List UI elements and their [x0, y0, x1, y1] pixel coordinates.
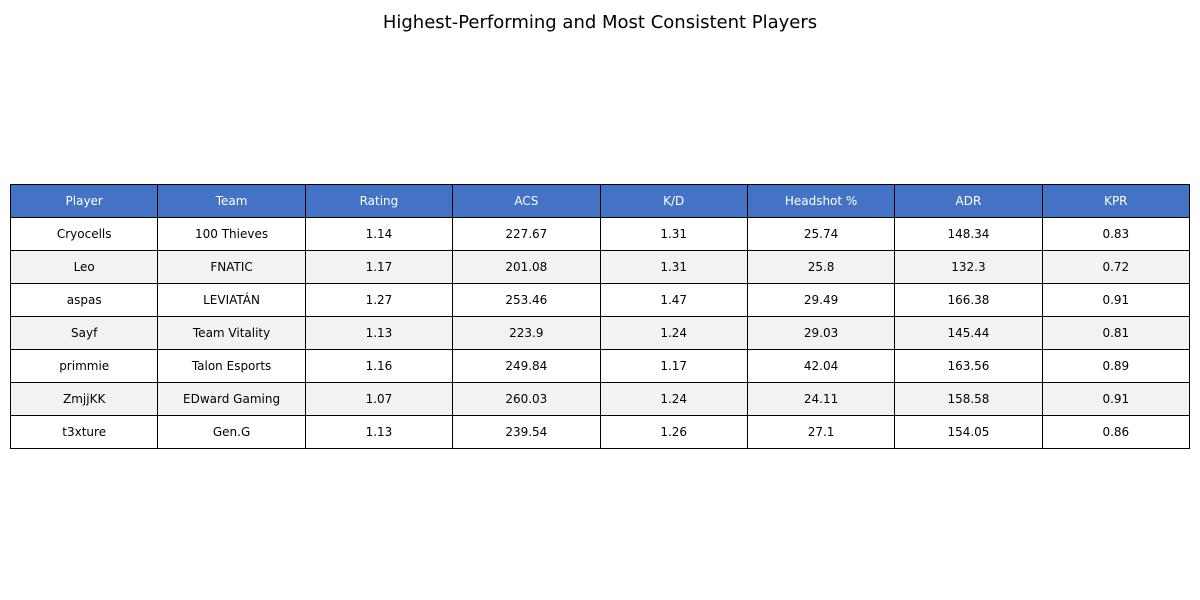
- table-cell: 1.47: [599, 283, 748, 317]
- table-row: primmie Talon Esports 1.16 249.84 1.17 4…: [9, 349, 1191, 383]
- table-cell: 0.83: [1041, 217, 1191, 251]
- table-cell: 0.91: [1041, 283, 1191, 317]
- table-cell: 0.91: [1041, 382, 1191, 416]
- table-cell: 1.13: [304, 415, 454, 449]
- players-table: Player Team Rating ACS K/D Headshot % AD…: [9, 184, 1191, 449]
- table-cell: Talon Esports: [157, 349, 306, 383]
- table-cell: 1.13: [304, 316, 454, 350]
- table-row: aspas LEVIATÁN 1.27 253.46 1.47 29.49 16…: [9, 283, 1191, 317]
- table-cell: EDward Gaming: [157, 382, 306, 416]
- chart-title: Highest-Performing and Most Consistent P…: [382, 12, 818, 33]
- table-cell: 154.05: [894, 415, 1043, 449]
- table-cell: 239.54: [452, 415, 601, 449]
- table-cell: 148.34: [894, 217, 1043, 251]
- table-cell: 24.11: [746, 382, 896, 416]
- table-row: t3xture Gen.G 1.13 239.54 1.26 27.1 154.…: [9, 415, 1191, 449]
- header-cell: K/D: [599, 184, 748, 218]
- table-cell: 1.16: [304, 349, 454, 383]
- table-cell: 27.1: [746, 415, 896, 449]
- table-cell: 1.27: [304, 283, 454, 317]
- table-cell: 100 Thieves: [157, 217, 306, 251]
- table-cell: 132.3: [894, 250, 1043, 284]
- table-cell: 253.46: [452, 283, 601, 317]
- header-cell: Rating: [304, 184, 454, 218]
- table-row: Sayf Team Vitality 1.13 223.9 1.24 29.03…: [9, 316, 1191, 350]
- table-cell: Leo: [9, 250, 159, 284]
- table-row: ZmjjKK EDward Gaming 1.07 260.03 1.24 24…: [9, 382, 1191, 416]
- table-cell: 25.74: [746, 217, 896, 251]
- table-cell: 0.81: [1041, 316, 1191, 350]
- table-cell: Sayf: [9, 316, 159, 350]
- table-row: Cryocells 100 Thieves 1.14 227.67 1.31 2…: [9, 217, 1191, 251]
- table-cell: 260.03: [452, 382, 601, 416]
- table-cell: FNATIC: [157, 250, 306, 284]
- table-cell: 163.56: [894, 349, 1043, 383]
- table-cell: aspas: [9, 283, 159, 317]
- header-cell: ADR: [894, 184, 1043, 218]
- table-cell: 158.58: [894, 382, 1043, 416]
- table-cell: 1.26: [599, 415, 748, 449]
- header-cell: Team: [157, 184, 306, 218]
- table-cell: 227.67: [452, 217, 601, 251]
- header-cell: Headshot %: [746, 184, 896, 218]
- table-cell: 1.24: [599, 382, 748, 416]
- table-cell: Team Vitality: [157, 316, 306, 350]
- table-cell: primmie: [9, 349, 159, 383]
- table-cell: t3xture: [9, 415, 159, 449]
- table-cell: 1.17: [304, 250, 454, 284]
- table-cell: 25.8: [746, 250, 896, 284]
- table-cell: 29.49: [746, 283, 896, 317]
- header-cell: ACS: [452, 184, 601, 218]
- table-cell: ZmjjKK: [9, 382, 159, 416]
- table-cell: 145.44: [894, 316, 1043, 350]
- table-cell: 201.08: [452, 250, 601, 284]
- table-cell: 29.03: [746, 316, 896, 350]
- table-cell: 1.07: [304, 382, 454, 416]
- table-cell: 1.31: [599, 250, 748, 284]
- table-cell: 223.9: [452, 316, 601, 350]
- table-cell: 1.24: [599, 316, 748, 350]
- table-cell: Gen.G: [157, 415, 306, 449]
- table-cell: 0.72: [1041, 250, 1191, 284]
- table-cell: Cryocells: [9, 217, 159, 251]
- table-cell: 166.38: [894, 283, 1043, 317]
- header-cell: Player: [9, 184, 159, 218]
- table-cell: 0.86: [1041, 415, 1191, 449]
- table-cell: 42.04: [746, 349, 896, 383]
- header-cell: KPR: [1041, 184, 1191, 218]
- header-row: Player Team Rating ACS K/D Headshot % AD…: [9, 184, 1191, 218]
- table-cell: 0.89: [1041, 349, 1191, 383]
- table-cell: 249.84: [452, 349, 601, 383]
- table-cell: LEVIATÁN: [157, 283, 306, 317]
- table-cell: 1.17: [599, 349, 748, 383]
- table-cell: 1.31: [599, 217, 748, 251]
- table-row: Leo FNATIC 1.17 201.08 1.31 25.8 132.3 0…: [9, 250, 1191, 284]
- table-cell: 1.14: [304, 217, 454, 251]
